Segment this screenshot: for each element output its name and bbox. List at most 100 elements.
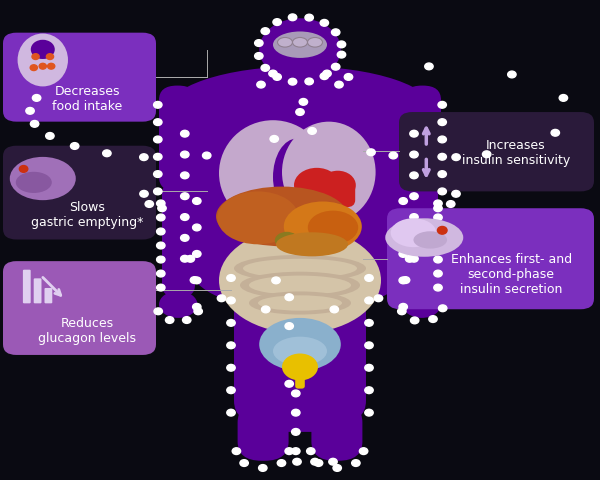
Circle shape: [292, 429, 300, 435]
Circle shape: [399, 251, 407, 258]
Circle shape: [186, 256, 194, 263]
FancyBboxPatch shape: [23, 270, 31, 304]
Circle shape: [154, 102, 162, 109]
FancyBboxPatch shape: [44, 288, 52, 304]
Circle shape: [26, 108, 34, 115]
Circle shape: [410, 256, 418, 263]
Circle shape: [203, 153, 211, 159]
Circle shape: [270, 136, 278, 143]
Circle shape: [157, 228, 165, 235]
Circle shape: [399, 198, 407, 205]
Ellipse shape: [259, 19, 341, 82]
Circle shape: [181, 193, 189, 200]
Circle shape: [434, 205, 442, 212]
Circle shape: [19, 166, 28, 173]
Circle shape: [193, 304, 201, 311]
Circle shape: [320, 73, 329, 80]
Circle shape: [398, 308, 406, 315]
Circle shape: [296, 109, 304, 116]
Circle shape: [438, 137, 446, 144]
Circle shape: [311, 458, 319, 465]
Ellipse shape: [282, 122, 376, 223]
Circle shape: [181, 256, 189, 263]
Circle shape: [157, 215, 165, 221]
Circle shape: [46, 133, 54, 140]
Circle shape: [337, 42, 346, 48]
Circle shape: [292, 448, 300, 455]
Ellipse shape: [320, 171, 356, 200]
Circle shape: [181, 235, 189, 242]
Circle shape: [272, 277, 280, 284]
Circle shape: [157, 271, 165, 277]
Circle shape: [359, 448, 368, 455]
Circle shape: [438, 102, 446, 109]
Circle shape: [154, 171, 162, 178]
Ellipse shape: [273, 32, 327, 59]
Circle shape: [154, 154, 162, 161]
Circle shape: [438, 171, 446, 178]
Circle shape: [227, 409, 235, 416]
Circle shape: [273, 74, 281, 81]
Circle shape: [292, 390, 300, 397]
Ellipse shape: [234, 255, 366, 282]
FancyBboxPatch shape: [404, 86, 441, 192]
Circle shape: [32, 55, 39, 60]
Circle shape: [273, 20, 281, 26]
FancyBboxPatch shape: [34, 279, 41, 304]
Circle shape: [289, 79, 297, 86]
FancyBboxPatch shape: [399, 113, 594, 192]
Ellipse shape: [189, 221, 411, 312]
Circle shape: [154, 189, 162, 195]
Circle shape: [365, 275, 373, 282]
Circle shape: [285, 323, 293, 330]
Circle shape: [181, 152, 189, 158]
Circle shape: [307, 448, 315, 455]
Text: Enhances first- and
second-phase
insulin secretion: Enhances first- and second-phase insulin…: [451, 253, 572, 296]
Circle shape: [193, 198, 201, 205]
FancyBboxPatch shape: [3, 262, 156, 355]
Circle shape: [217, 295, 226, 302]
Circle shape: [232, 448, 241, 455]
Ellipse shape: [391, 219, 436, 248]
Circle shape: [434, 243, 442, 250]
Ellipse shape: [403, 291, 441, 318]
Ellipse shape: [282, 354, 318, 381]
Circle shape: [320, 21, 329, 27]
Circle shape: [193, 277, 201, 284]
Circle shape: [31, 121, 39, 128]
Ellipse shape: [293, 38, 308, 48]
Circle shape: [344, 74, 353, 81]
Circle shape: [434, 228, 442, 235]
Circle shape: [374, 295, 383, 302]
Circle shape: [39, 64, 46, 70]
Circle shape: [425, 64, 433, 71]
Circle shape: [410, 214, 418, 221]
Circle shape: [365, 320, 373, 326]
Circle shape: [194, 308, 202, 315]
FancyBboxPatch shape: [3, 34, 156, 122]
Circle shape: [305, 15, 313, 22]
Circle shape: [438, 120, 446, 126]
Circle shape: [365, 409, 373, 416]
Ellipse shape: [17, 35, 68, 87]
Circle shape: [399, 304, 407, 311]
Circle shape: [261, 65, 269, 72]
Circle shape: [285, 294, 293, 301]
Circle shape: [285, 448, 293, 455]
Circle shape: [157, 285, 165, 291]
Circle shape: [259, 465, 267, 471]
Circle shape: [331, 64, 340, 71]
Circle shape: [331, 30, 340, 36]
Circle shape: [261, 29, 269, 36]
Ellipse shape: [385, 219, 463, 257]
Circle shape: [314, 460, 323, 467]
Circle shape: [551, 130, 559, 137]
Text: Increases
insulin sensitivity: Increases insulin sensitivity: [462, 138, 570, 167]
FancyBboxPatch shape: [306, 181, 355, 208]
FancyBboxPatch shape: [277, 55, 323, 86]
Circle shape: [190, 277, 199, 284]
Circle shape: [227, 298, 235, 304]
Ellipse shape: [165, 67, 435, 158]
Circle shape: [277, 460, 286, 467]
Circle shape: [434, 257, 442, 264]
